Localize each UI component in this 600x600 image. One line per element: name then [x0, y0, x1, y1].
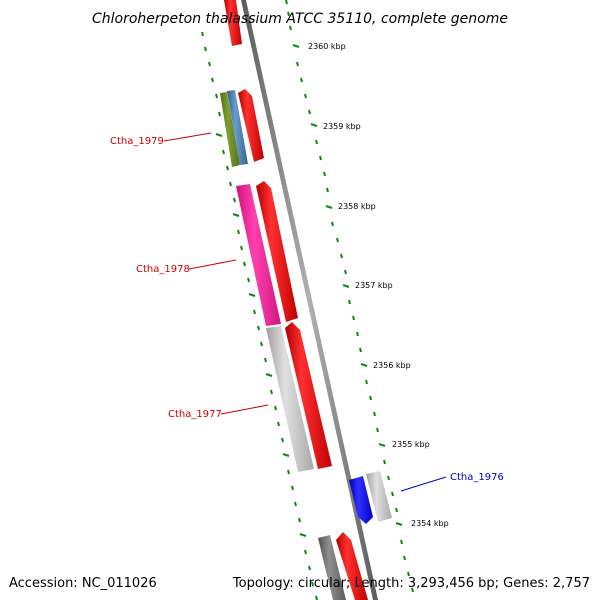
tick-label-2358: 2358 kbp: [338, 202, 376, 211]
gene-feature-magenta[interactable]: [236, 184, 281, 326]
gene-feature-ctha-1978[interactable]: [256, 181, 298, 322]
tick-label-2360: 2360 kbp: [308, 42, 346, 51]
tick-label-2355: 2355 kbp: [392, 440, 430, 449]
gene-feature-top[interactable]: [224, 0, 242, 46]
accession-text: Accession: NC_011026: [9, 576, 157, 591]
map-title: Chloroherpeton thalassium ATCC 35110, co…: [92, 11, 508, 27]
leader-ctha-1976: [400, 476, 447, 492]
gene-feature-bottom-red[interactable]: [336, 532, 368, 600]
gene-feature-gray-1977[interactable]: [266, 326, 314, 472]
inner-tick-ring: [201, 31, 318, 600]
tick-label-2356: 2356 kbp: [373, 361, 411, 370]
tick-label-2359: 2359 kbp: [323, 122, 361, 131]
leader-ctha-1978: [188, 259, 237, 270]
topology-text: Topology: circular; Length: 3,293,456 bp…: [232, 576, 590, 591]
tick-label-2354: 2354 kbp: [411, 519, 449, 528]
gene-label-ctha-1977[interactable]: Ctha_1977: [168, 409, 222, 420]
gene-feature-ctha-1979[interactable]: [238, 89, 264, 162]
leader-ctha-1977: [220, 404, 269, 415]
gene-feature-olive[interactable]: [220, 92, 240, 167]
gene-label-ctha-1978[interactable]: Ctha_1978: [136, 264, 190, 275]
gene-feature-steel-blue[interactable]: [227, 90, 248, 165]
gene-feature-ctha-1977[interactable]: [285, 322, 332, 469]
gene-label-ctha-1979[interactable]: Ctha_1979: [110, 136, 164, 147]
gene-feature-blue-1976[interactable]: [349, 476, 373, 524]
gene-feature-gray-1976[interactable]: [366, 471, 392, 522]
gene-feature-dark-gray[interactable]: [318, 535, 346, 600]
gene-label-ctha-1976[interactable]: Ctha_1976: [450, 472, 504, 483]
outer-tick-ring: [285, 0, 414, 593]
leader-ctha-1979: [163, 132, 212, 142]
tick-label-2357: 2357 kbp: [355, 281, 393, 290]
genome-backbone: [241, 0, 378, 600]
